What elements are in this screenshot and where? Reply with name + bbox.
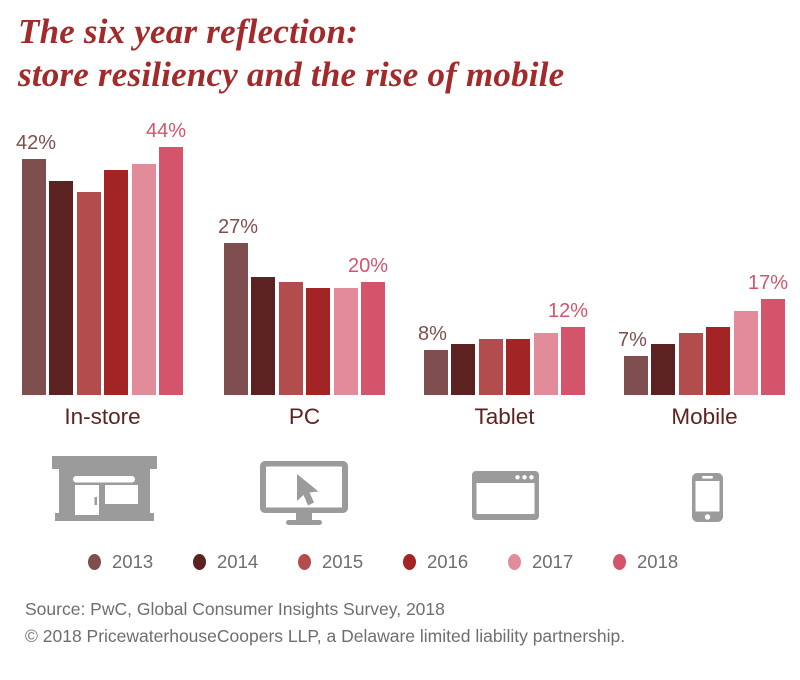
legend: 2013 2014 2015 2016 2017 2018	[88, 551, 718, 573]
bar-tablet-2015	[478, 339, 503, 395]
bar-mobile-2015	[678, 333, 703, 395]
legend-dot-2017	[508, 554, 521, 570]
legend-item-2014: 2014	[193, 551, 298, 573]
bar-pc-2016	[306, 288, 331, 395]
bar-in-store-2017	[131, 164, 156, 395]
bar-tablet-2016	[506, 339, 531, 395]
value-label-last-pc: 20%	[347, 255, 388, 277]
bar-in-store-2014	[49, 181, 74, 395]
smartphone-icon	[692, 473, 723, 522]
bar-group-mobile: 7% 17%	[618, 130, 788, 395]
bar-mobile-2013	[624, 356, 648, 395]
value-label-first-tablet: 8%	[418, 323, 447, 345]
chart-title: The six year reflection: store resilienc…	[18, 10, 564, 96]
bar-in-store-2015	[76, 192, 101, 395]
storefront-icon	[52, 456, 157, 521]
bar-tablet-2014	[451, 344, 476, 395]
value-label-last-tablet: 12%	[547, 300, 588, 322]
bar-mobile-2017	[733, 311, 758, 395]
bar-pc-2017	[333, 288, 358, 395]
legend-dot-2016	[403, 554, 416, 570]
category-label-mobile: Mobile	[671, 404, 738, 429]
legend-dot-2018	[613, 554, 626, 570]
chart-title-line2: store resiliency and the rise of mobile	[18, 55, 565, 94]
bar-group-pc: 27% 20%	[218, 130, 388, 395]
bar-tablet-2013	[424, 350, 448, 395]
legend-label-2014: 2014	[217, 551, 259, 572]
bar-tablet-2018	[560, 327, 585, 395]
bar-pc-2015	[278, 282, 303, 395]
value-label-first-pc: 27%	[218, 216, 259, 238]
source-line: Source: PwC, Global Consumer Insights Su…	[25, 599, 445, 619]
legend-label-2015: 2015	[322, 551, 364, 572]
value-label-last-mobile: 17%	[747, 272, 788, 294]
desktop-monitor-cursor-icon	[260, 461, 348, 525]
legend-label-2017: 2017	[532, 551, 574, 572]
bar-pc-2014	[251, 277, 276, 395]
bar-mobile-2014	[651, 344, 676, 395]
bar-mobile-2018	[760, 299, 785, 395]
bar-group-in-store: 42% 44%	[16, 121, 186, 395]
bar-in-store-2018	[158, 147, 183, 395]
legend-dot-2014	[193, 554, 206, 570]
legend-dot-2013	[88, 554, 101, 570]
bar-pc-2013	[224, 243, 248, 395]
legend-item-2018: 2018	[613, 551, 718, 573]
value-label-last-in-store: 44%	[145, 120, 186, 142]
legend-item-2015: 2015	[298, 551, 403, 573]
chart-title-line1: The six year reflection:	[18, 12, 359, 51]
browser-window-icon	[472, 471, 539, 520]
legend-label-2016: 2016	[427, 551, 469, 572]
category-label-pc: PC	[288, 404, 321, 429]
legend-label-2013: 2013	[112, 551, 154, 572]
bar-group-tablet: 8% 12%	[418, 130, 588, 395]
footer: Source: PwC, Global Consumer Insights Su…	[25, 596, 625, 649]
bar-tablet-2017	[533, 333, 558, 395]
bar-mobile-2016	[706, 327, 731, 395]
value-label-first-mobile: 7%	[618, 329, 647, 351]
legend-item-2017: 2017	[508, 551, 613, 573]
category-label-in-store: In-store	[64, 404, 141, 429]
legend-label-2018: 2018	[637, 551, 679, 572]
bar-in-store-2016	[104, 170, 129, 395]
bar-in-store-2013	[22, 159, 46, 395]
bar-pc-2018	[360, 282, 385, 395]
legend-item-2016: 2016	[403, 551, 508, 573]
value-label-first-in-store: 42%	[16, 132, 57, 154]
legend-item-2013: 2013	[88, 551, 193, 573]
copyright-line: © 2018 PricewaterhouseCoopers LLP, a Del…	[25, 625, 626, 646]
legend-dot-2015	[298, 554, 311, 570]
category-label-tablet: Tablet	[474, 404, 535, 429]
